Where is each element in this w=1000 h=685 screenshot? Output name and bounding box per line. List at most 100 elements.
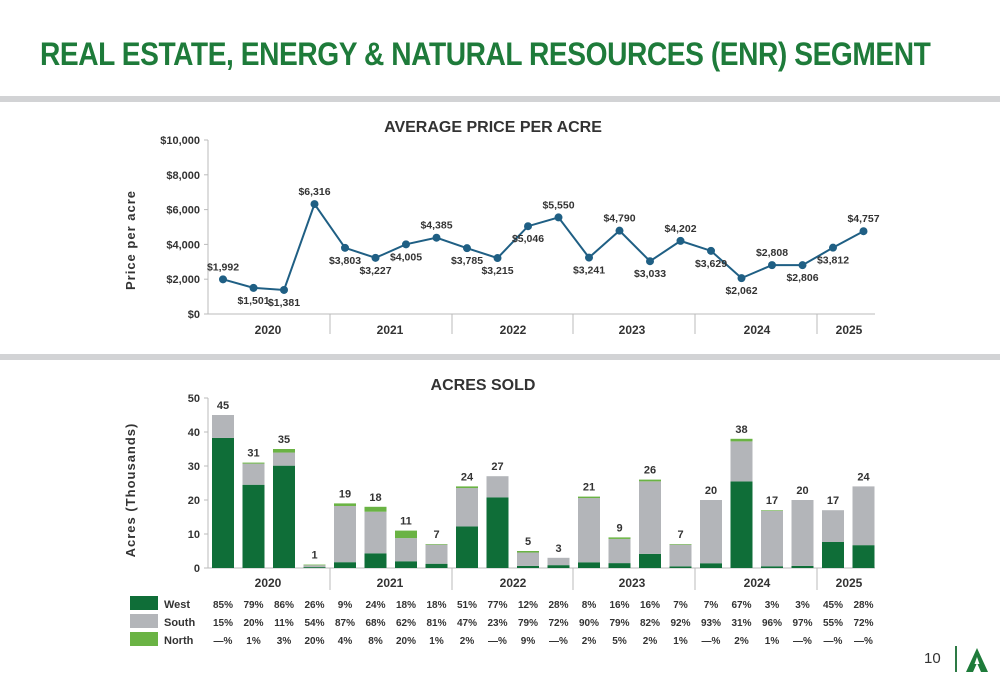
share-cell-north: 20% [304, 636, 324, 647]
west-bar-segment [852, 545, 875, 568]
acres-total-label: 19 [339, 488, 351, 500]
page-number-separator [955, 646, 957, 672]
price-data-label: $1,501 [237, 295, 269, 307]
price-point [829, 243, 837, 252]
acres-total-label: 35 [278, 434, 290, 446]
legend-label-north: North [164, 635, 194, 647]
price-point [737, 274, 746, 283]
west-bar-segment [425, 563, 448, 568]
west-bar-segment [395, 561, 417, 568]
south-bar-segment [334, 505, 356, 563]
west-bar-segment [212, 437, 234, 568]
share-cell-west: 51% [457, 600, 477, 611]
share-cell-west: 28% [548, 600, 568, 611]
share-cell-south: 82% [640, 618, 660, 629]
west-bar-segment [303, 567, 326, 568]
share-cell-south: 62% [396, 618, 416, 629]
share-cell-west: 18% [426, 600, 446, 611]
line-chart-y-tick-label: $10,000 [160, 135, 200, 147]
legend-label-south: South [164, 617, 195, 629]
line-chart-y-tick-label: $8,000 [166, 170, 200, 182]
bar-chart-y-tick-label: 40 [188, 427, 200, 439]
line-chart-year-label: 2023 [619, 323, 646, 337]
price-point [341, 243, 349, 252]
price-data-label: $3,227 [359, 265, 391, 277]
page-title: REAL ESTATE, ENERGY & NATURAL RESOURCES … [40, 36, 931, 72]
price-data-label: $3,215 [481, 265, 513, 277]
acres-total-label: 20 [796, 485, 808, 497]
share-cell-south: 55% [823, 618, 843, 629]
bar-chart-y-axis-label: Acres (Thousands) [123, 423, 138, 558]
share-cell-north: —% [793, 636, 812, 647]
share-cell-south: 47% [457, 618, 477, 629]
price-data-label: $3,785 [451, 255, 483, 267]
south-bar-segment [425, 544, 448, 564]
price-point [615, 226, 624, 235]
acres-total-label: 21 [583, 482, 595, 494]
share-cell-south: 72% [853, 618, 873, 629]
section-divider-middle [0, 354, 1000, 360]
south-bar-segment [608, 538, 631, 564]
share-cell-north: 2% [734, 636, 749, 647]
price-point [676, 236, 685, 245]
share-cell-south: 79% [609, 618, 629, 629]
acres-total-label: 24 [461, 471, 474, 483]
share-cell-north: 1% [673, 636, 688, 647]
south-bar-segment [364, 511, 387, 554]
price-point [219, 275, 227, 284]
line-chart-y-axis-label: Price per acre [123, 190, 138, 290]
west-bar-segment [242, 484, 265, 568]
share-cell-west: 24% [365, 600, 385, 611]
price-data-label: $2,062 [725, 285, 757, 297]
south-bar-segment [486, 476, 509, 498]
line-chart-year-label: 2024 [744, 323, 771, 337]
legend-swatch-north [130, 632, 158, 646]
west-bar-segment [639, 553, 661, 568]
acres-total-label: 3 [555, 543, 561, 555]
line-chart-title: AVERAGE PRICE PER ACRE [384, 119, 602, 136]
south-bar-segment [730, 441, 753, 482]
share-cell-north: 1% [765, 636, 780, 647]
share-cell-south: 93% [701, 618, 721, 629]
bar-chart-y-tick-label: 30 [188, 461, 200, 473]
price-data-label: $3,803 [329, 255, 361, 267]
north-bar-segment [364, 506, 387, 512]
west-bar-segment [822, 541, 844, 568]
west-bar-segment [334, 562, 356, 568]
line-chart-y-tick-label: $2,000 [166, 274, 200, 286]
acres-total-label: 7 [677, 529, 683, 541]
south-bar-segment [273, 452, 295, 466]
price-point [524, 222, 532, 231]
south-bar-segment [852, 486, 875, 546]
price-point [585, 253, 593, 262]
share-cell-west: 3% [795, 600, 810, 611]
share-cell-south: 81% [426, 618, 446, 629]
share-cell-west: 12% [518, 600, 538, 611]
share-cell-south: 68% [365, 618, 385, 629]
share-cell-south: 31% [731, 618, 751, 629]
acres-total-label: 17 [827, 495, 839, 507]
price-data-label: $5,046 [512, 233, 544, 245]
share-cell-south: 23% [487, 618, 507, 629]
south-bar-segment [761, 510, 783, 567]
share-cell-north: 4% [338, 636, 353, 647]
bar-chart-year-label: 2020 [255, 576, 282, 590]
acres-total-label: 31 [247, 448, 259, 460]
share-cell-north: 20% [396, 636, 416, 647]
legend-swatch-south [130, 614, 158, 628]
bar-chart-y-tick-label: 0 [194, 563, 200, 575]
price-point [402, 240, 410, 249]
acres-total-label: 27 [491, 461, 503, 473]
price-data-label: $4,202 [664, 223, 696, 235]
line-chart-y-tick-label: $0 [188, 309, 200, 321]
price-point [249, 283, 258, 292]
share-cell-north: —% [824, 636, 843, 647]
price-data-label: $3,033 [634, 268, 666, 280]
acres-total-label: 45 [217, 400, 229, 412]
price-data-label: $1,381 [268, 297, 300, 309]
north-bar-segment [242, 462, 265, 464]
share-cell-west: 9% [338, 600, 353, 611]
south-bar-segment [212, 415, 234, 438]
bar-chart-year-label: 2025 [836, 576, 863, 590]
south-bar-segment [303, 565, 326, 568]
